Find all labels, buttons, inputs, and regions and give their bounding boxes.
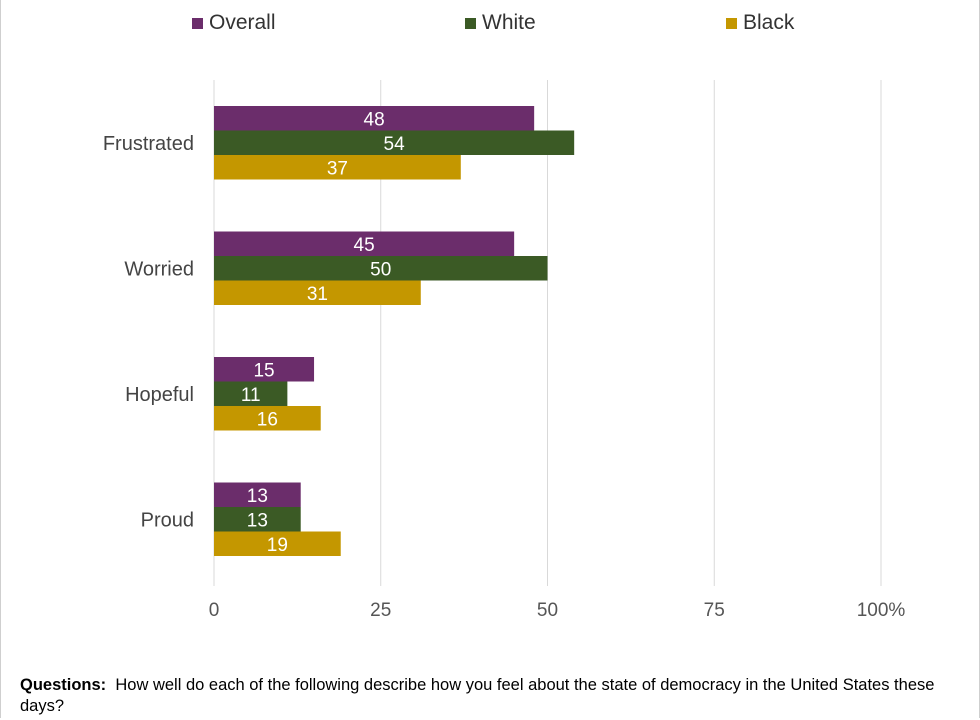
category-label: Proud <box>141 509 194 531</box>
legend-label-black: Black <box>743 11 795 34</box>
data-label: 31 <box>307 284 328 305</box>
data-label: 16 <box>257 409 278 430</box>
legend-swatch-white <box>465 17 476 29</box>
data-label: 15 <box>253 360 274 381</box>
category-label: Worried <box>124 258 194 280</box>
category-label: Hopeful <box>125 384 194 406</box>
bar-black <box>214 406 321 431</box>
data-label: 50 <box>370 259 391 280</box>
legend-label-white: White <box>482 11 536 34</box>
bar-overall <box>214 357 315 382</box>
footer-text: How well do each of the following descri… <box>20 676 935 715</box>
bar-black <box>214 155 461 180</box>
category-label: Frustrated <box>103 133 194 155</box>
legend-item-white: White <box>465 11 536 35</box>
bar-overall <box>214 482 301 507</box>
data-label: 11 <box>241 385 261 406</box>
data-label: 37 <box>327 158 348 179</box>
bar-chart: 0 25 50 75 100% Frustrated 48 54 37 Worried 45 50 31… <box>103 80 906 621</box>
data-label: 54 <box>384 134 406 155</box>
bar-black <box>214 280 421 305</box>
data-label: 13 <box>247 486 268 507</box>
bar-white <box>214 381 288 406</box>
footer-label: Questions: <box>20 676 107 694</box>
bar-white <box>214 256 548 281</box>
legend-swatch-black <box>726 17 737 29</box>
bar-black <box>214 531 341 556</box>
bar-overall <box>214 106 535 131</box>
legend-item-black: Black <box>726 11 794 35</box>
x-tick-label: 75 <box>704 600 725 621</box>
legend-item-overall: Overall <box>192 11 276 35</box>
bar-white <box>214 130 575 155</box>
legend-label-overall: Overall <box>209 11 276 34</box>
x-tick-label: 50 <box>537 600 558 621</box>
x-tick-label: 25 <box>370 600 391 621</box>
legend-swatch-overall <box>192 17 203 29</box>
x-tick-label: 100% <box>857 600 906 621</box>
data-label: 19 <box>267 535 288 556</box>
bar-overall <box>214 231 515 256</box>
data-label: 13 <box>247 510 268 531</box>
bar-white <box>214 507 301 532</box>
data-label: 45 <box>354 235 375 256</box>
data-label: 48 <box>364 109 385 130</box>
x-tick-label: 0 <box>209 600 220 621</box>
footer-note: Questions: How well do each of the follo… <box>20 675 950 717</box>
